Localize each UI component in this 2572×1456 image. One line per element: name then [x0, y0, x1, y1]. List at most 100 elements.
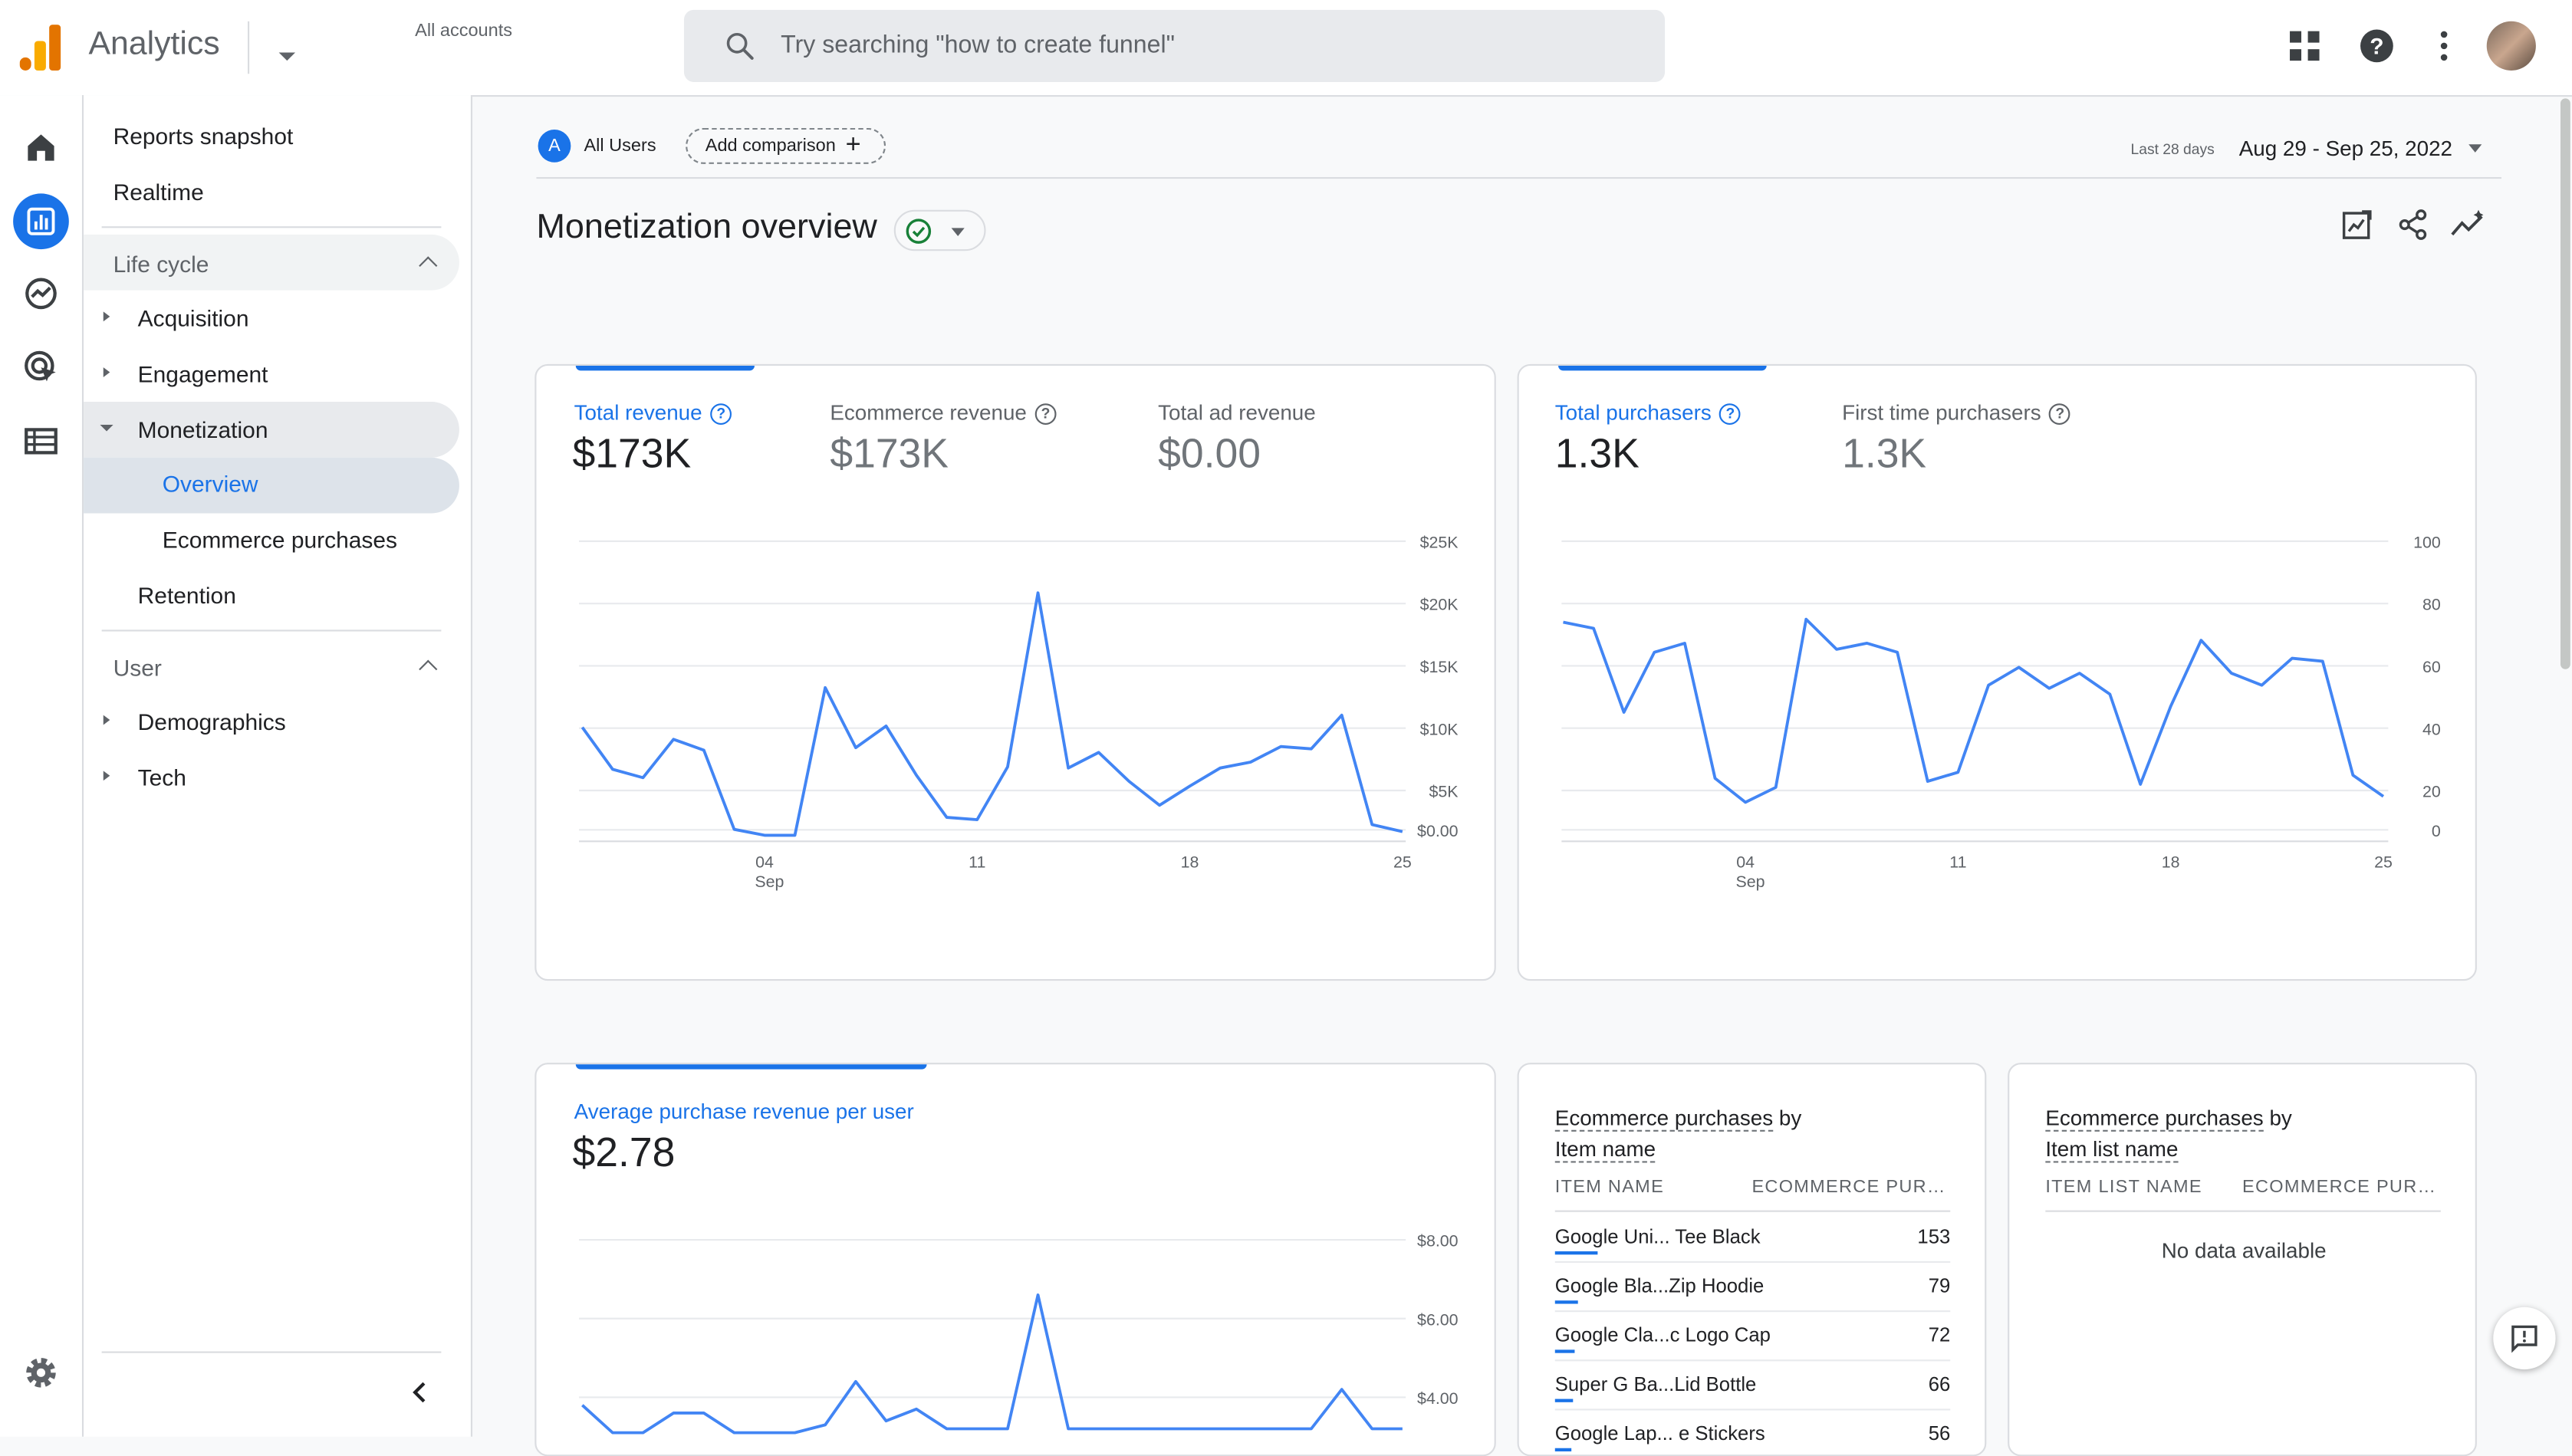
- page-scrollbar-thumb[interactable]: [2560, 98, 2570, 669]
- metric-tab-ecommerce-revenue[interactable]: Ecommerce revenue?: [830, 400, 1057, 426]
- settings-gear-icon[interactable]: [21, 1353, 61, 1392]
- nav-section-user[interactable]: User: [113, 654, 162, 681]
- x-tick-label: 18: [1181, 853, 1199, 872]
- metric-label: First time purchasers: [1842, 399, 2041, 426]
- dimension-name[interactable]: Item name: [1554, 1136, 1656, 1163]
- column-header-item-list-name: ITEM LIST NAME: [2045, 1177, 2202, 1198]
- metric-value-first-time-purchasers: 1.3K: [1842, 431, 1927, 478]
- y-tick-label: 0: [2432, 822, 2441, 840]
- configure-list-icon[interactable]: [21, 422, 61, 461]
- advertising-icon[interactable]: [21, 347, 61, 386]
- info-icon[interactable]: ?: [710, 403, 732, 426]
- info-icon[interactable]: ?: [1034, 403, 1057, 426]
- y-tick-label: $0.00: [1417, 822, 1459, 840]
- collapse-monetization-icon[interactable]: [100, 425, 113, 432]
- metric-value-total-purchasers: 1.3K: [1554, 431, 1640, 478]
- date-range-picker[interactable]: Aug 29 - Sep 25, 2022: [2238, 136, 2453, 161]
- metric-tab-first-time-purchasers[interactable]: First time purchasers?: [1842, 399, 2071, 426]
- nav-divider: [101, 226, 442, 228]
- info-icon[interactable]: ?: [2049, 403, 2071, 426]
- analytics-logo[interactable]: [19, 25, 63, 71]
- dimension-name[interactable]: Item list name: [2045, 1136, 2179, 1163]
- nav-engagement[interactable]: Engagement: [137, 360, 268, 387]
- add-plus-icon: +: [845, 131, 861, 159]
- more-vert-icon[interactable]: [2426, 28, 2462, 64]
- add-comparison-button[interactable]: Add comparison +: [686, 127, 886, 164]
- nav-ecommerce-purchases[interactable]: Ecommerce purchases: [162, 526, 398, 553]
- collapse-nav-chevron-left-icon[interactable]: [406, 1379, 433, 1405]
- metric-name[interactable]: Ecommerce purchases: [1554, 1105, 1774, 1132]
- help-icon[interactable]: ?: [2359, 28, 2395, 64]
- table-row[interactable]: Google Lap... e Stickers 56: [1554, 1408, 1950, 1454]
- info-icon[interactable]: ?: [1719, 403, 1742, 426]
- series-line: [581, 1293, 1403, 1435]
- y-tick-label: 20: [2422, 783, 2441, 801]
- reports-rail-button[interactable]: [13, 193, 69, 250]
- segment-badge: A: [538, 129, 571, 163]
- account-picker-caret-icon[interactable]: [278, 52, 296, 61]
- report-status-dropdown[interactable]: [893, 209, 986, 251]
- nav-section-lifecycle-label[interactable]: Life cycle: [113, 251, 209, 278]
- item-list-table-card: Ecommerce purchases by Item list name IT…: [2008, 1063, 2477, 1456]
- date-range-caret-icon[interactable]: [2468, 144, 2482, 153]
- nav-demographics[interactable]: Demographics: [137, 708, 286, 735]
- selected-metric-indicator: [575, 365, 755, 371]
- metric-tab-arppu[interactable]: Average purchase revenue per user: [574, 1099, 914, 1124]
- nav-monetization[interactable]: Monetization: [137, 416, 268, 443]
- revenue-card: Total revenue? $173K Ecommerce revenue? …: [534, 363, 1496, 981]
- y-tick-label: 60: [2422, 658, 2441, 676]
- share-bar: [1554, 1349, 1575, 1353]
- metric-name[interactable]: Ecommerce purchases: [2045, 1105, 2264, 1132]
- y-tick-label: $6.00: [1417, 1310, 1459, 1329]
- item-list-table-title: Ecommerce purchases by Item list name: [2045, 1102, 2292, 1164]
- nav-overview[interactable]: Overview: [162, 470, 258, 498]
- column-header-ecommerce-purchases: ECOMMERCE PUR…: [2242, 1177, 2437, 1198]
- account-picker[interactable]: All accounts: [415, 21, 513, 41]
- search-placeholder[interactable]: Try searching "how to create funnel": [781, 31, 1175, 60]
- insights-icon[interactable]: [2451, 209, 2487, 242]
- nav-retention[interactable]: Retention: [137, 582, 236, 609]
- series-line: [581, 591, 1403, 837]
- nav-reports-snapshot[interactable]: Reports snapshot: [113, 123, 294, 150]
- arppu-line-chart: $8.00 $6.00 $4.00: [579, 1232, 1459, 1435]
- table-row[interactable]: Google Cla...c Logo Cap 72: [1554, 1310, 1951, 1362]
- share-icon[interactable]: [2396, 209, 2429, 242]
- table-row[interactable]: Google Bla...Zip Hoodie 79: [1554, 1261, 1951, 1313]
- expand-engagement-icon[interactable]: [103, 367, 110, 377]
- metric-tab-total-revenue[interactable]: Total revenue?: [574, 400, 732, 426]
- date-range-prefix: Last 28 days: [2130, 140, 2215, 158]
- expand-tech-icon[interactable]: [103, 771, 110, 781]
- metric-label: Total purchasers: [1554, 399, 1712, 426]
- metric-tab-total-ad-revenue[interactable]: Total ad revenue: [1158, 399, 1316, 426]
- table-row[interactable]: Google Uni... Tee Black 153: [1554, 1212, 1951, 1264]
- expand-acquisition-icon[interactable]: [103, 311, 110, 322]
- nav-tech[interactable]: Tech: [137, 764, 186, 790]
- account-avatar[interactable]: [2486, 21, 2536, 71]
- segment-chip-all-users[interactable]: A All Users: [536, 128, 664, 164]
- y-tick-label: $25K: [1420, 533, 1459, 551]
- add-comparison-label: Add comparison: [705, 136, 836, 156]
- metric-value-total-ad-revenue: $0.00: [1158, 431, 1261, 478]
- expand-demographics-icon[interactable]: [103, 715, 110, 725]
- home-icon[interactable]: [21, 128, 61, 167]
- item-name-cell: Google Bla...Zip Hoodie: [1554, 1274, 1765, 1297]
- metric-value-total-revenue: $173K: [572, 431, 692, 478]
- feedback-button[interactable]: [2493, 1306, 2556, 1370]
- purchases-value-cell: 79: [1928, 1274, 1951, 1297]
- page-title: Monetization overview: [536, 208, 877, 246]
- nav-acquisition[interactable]: Acquisition: [137, 304, 249, 332]
- table-row[interactable]: Super G Ba...Lid Bottle 66: [1554, 1359, 1951, 1411]
- feedback-icon: [2511, 1325, 2537, 1353]
- header-divider: [1554, 1210, 1951, 1212]
- explore-icon[interactable]: [21, 274, 61, 313]
- customize-report-icon[interactable]: [2340, 209, 2373, 242]
- y-tick-label: 80: [2422, 596, 2441, 614]
- nav-realtime[interactable]: Realtime: [113, 179, 204, 205]
- apps-grid-icon[interactable]: [2287, 28, 2323, 64]
- nav-section-lifecycle[interactable]: [84, 234, 459, 291]
- column-header-ecommerce-purchases: ECOMMERCE PUR…: [1751, 1177, 1946, 1198]
- search-box[interactable]: Try searching "how to create funnel": [683, 9, 1666, 82]
- metric-tab-total-purchasers[interactable]: Total purchasers?: [1554, 399, 1742, 426]
